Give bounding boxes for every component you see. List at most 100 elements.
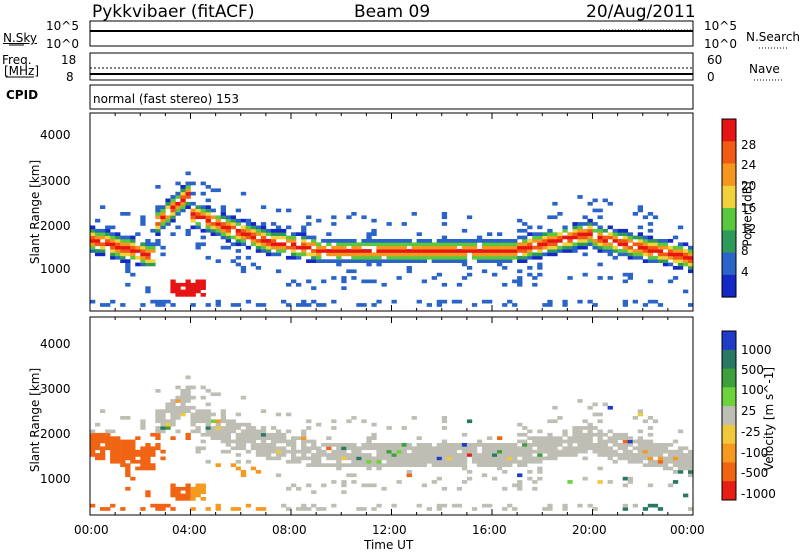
velocity-cell	[341, 463, 347, 467]
time-tick-5: 20:00	[572, 523, 607, 537]
velocity-cell	[547, 449, 553, 454]
velocity-cell	[617, 443, 623, 447]
time-tick-2: 08:00	[272, 523, 307, 537]
power-cell	[301, 235, 307, 240]
power-cell	[562, 225, 568, 230]
velocity-cell	[205, 459, 211, 464]
power-cell	[185, 205, 191, 209]
power-cell	[607, 252, 613, 257]
velocity-cell	[547, 443, 553, 447]
velocity-cell	[331, 449, 337, 454]
power-cell	[532, 239, 538, 243]
power-cell	[170, 208, 176, 213]
velocity-cell	[346, 456, 352, 461]
power-cell	[421, 259, 427, 263]
power-cell	[351, 259, 357, 263]
power-cell	[240, 239, 247, 243]
velocity-cell	[391, 443, 397, 447]
power-cell	[552, 201, 558, 206]
power-cell	[592, 198, 598, 203]
velocity-cell	[286, 412, 292, 417]
power-cell	[371, 228, 377, 233]
power-cell	[346, 239, 352, 243]
velocity-cell	[577, 449, 583, 454]
power-cell	[411, 212, 417, 216]
velocity-cell	[150, 446, 156, 451]
velocity-cell	[240, 443, 247, 447]
velocity-cell	[270, 432, 277, 437]
velocity-cell	[321, 443, 327, 447]
power-cell	[371, 242, 377, 247]
power-cell	[240, 218, 247, 223]
velocity-cbar-frame	[721, 330, 737, 501]
power-cell	[170, 282, 176, 287]
power-cell	[647, 235, 654, 240]
velocity-cell	[391, 456, 397, 461]
velocity-cell	[291, 449, 297, 454]
velocity-cell	[200, 486, 206, 491]
power-cell	[542, 303, 548, 307]
power-cell	[235, 239, 241, 243]
velocity-cell	[647, 432, 654, 437]
velocity-cell	[386, 453, 392, 457]
power-cell	[416, 242, 422, 247]
velocity-cell	[150, 449, 156, 454]
velocity-cell	[461, 459, 468, 464]
power-cell	[451, 255, 458, 260]
power-cell	[557, 249, 563, 253]
velocity-cell	[311, 439, 317, 444]
power-cell	[517, 255, 523, 260]
power-cbar-swatch	[722, 252, 736, 276]
power-cell	[331, 249, 337, 253]
velocity-cell	[532, 480, 538, 484]
velocity-cell	[371, 483, 377, 488]
velocity-cell	[657, 453, 664, 457]
velocity-cell	[517, 483, 523, 488]
velocity-cell	[532, 456, 538, 461]
power-cell	[321, 239, 327, 243]
power-cell	[260, 225, 267, 230]
power-cell	[431, 249, 437, 253]
power-cell	[542, 239, 548, 243]
power-cell	[602, 235, 608, 240]
power-cell	[497, 255, 503, 260]
velocity-cell	[281, 436, 287, 440]
power-cell	[120, 242, 126, 247]
velocity-cell	[637, 443, 643, 447]
power-cell	[572, 242, 578, 247]
velocity-cell	[215, 463, 221, 467]
power-cell	[451, 299, 458, 304]
power-cell	[607, 242, 613, 247]
power-cell	[612, 255, 618, 260]
power-cell	[441, 249, 448, 253]
power-cell	[90, 225, 96, 230]
velocity-cell	[436, 453, 442, 457]
power-cell	[597, 276, 603, 280]
velocity-cbar-swatch	[722, 443, 736, 463]
power-cell	[286, 245, 292, 250]
power-cell	[677, 262, 684, 267]
power-cell	[336, 249, 342, 253]
velocity-cell	[120, 453, 126, 457]
power-cell	[275, 208, 282, 213]
power-cell	[421, 242, 427, 247]
power-cell	[607, 249, 613, 253]
power-cell	[250, 228, 257, 233]
velocity-cell	[421, 443, 427, 447]
velocity-cell	[205, 409, 211, 413]
power-cell	[391, 255, 397, 260]
power-cell	[361, 303, 367, 307]
velocity-cell	[120, 449, 126, 454]
velocity-cell	[150, 466, 156, 471]
velocity-cell	[451, 449, 458, 454]
power-cell	[647, 249, 654, 253]
velocity-cell	[537, 443, 543, 447]
velocity-cell	[602, 449, 608, 454]
velocity-cell	[557, 449, 563, 454]
power-cell	[547, 249, 553, 253]
power-cell	[366, 262, 372, 267]
power-cell	[456, 282, 463, 287]
velocity-cell	[487, 459, 493, 464]
velocity-cell	[487, 503, 493, 508]
velocity-cell	[597, 449, 603, 454]
